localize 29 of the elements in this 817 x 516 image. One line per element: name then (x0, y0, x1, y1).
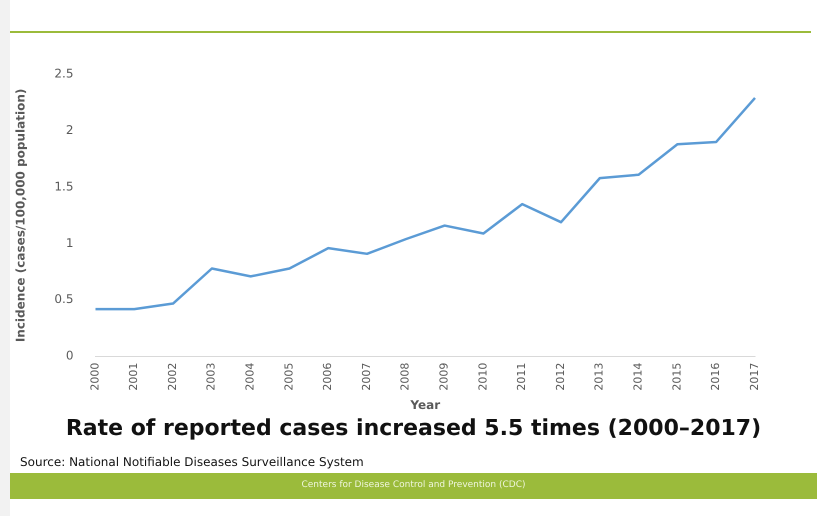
y-tick-label: 2 (66, 122, 74, 137)
y-tick-label: 1.5 (54, 179, 74, 194)
x-tick-label: 2011 (515, 362, 528, 391)
x-tick-label: 2005 (282, 362, 296, 391)
x-tick-label: 2003 (204, 362, 218, 391)
x-tick-label: 2014 (631, 362, 644, 391)
x-axis-title: Year (409, 398, 440, 412)
y-tick-label: 0.5 (54, 292, 74, 306)
x-tick-label: 2000 (88, 362, 102, 391)
x-tick-label: 2004 (244, 362, 257, 391)
x-tick-label: 2001 (127, 362, 140, 391)
source-note: Source: National Notifiable Diseases Surveillance System (20, 455, 364, 469)
x-tick-label: 2017 (748, 362, 761, 391)
x-tick-label: 2015 (670, 362, 684, 391)
x-tick-label: 2002 (166, 362, 179, 391)
x-tick-label: 2010 (476, 362, 490, 391)
x-tick-label: 2012 (554, 362, 567, 391)
y-tick-label: 1 (66, 236, 74, 250)
y-axis-title: Incidence (cases/100,000 population) (13, 88, 28, 342)
text: Rate of reported cases increased 5.5 times (2000–2017) (64, 416, 762, 441)
x-tick-label: 2007 (360, 362, 373, 391)
x-tick-label: 2016 (709, 362, 722, 391)
y-tick-label: 0 (66, 348, 74, 363)
text: Centers for Disease Control and Prevention (CDC) (300, 480, 527, 490)
x-tick-label: 2009 (438, 362, 450, 391)
y-tick-label: 2.5 (54, 66, 74, 80)
x-tick-label: 2006 (321, 362, 334, 391)
x-tick-label: 2013 (592, 362, 606, 391)
x-tick-label: 2008 (398, 362, 412, 391)
